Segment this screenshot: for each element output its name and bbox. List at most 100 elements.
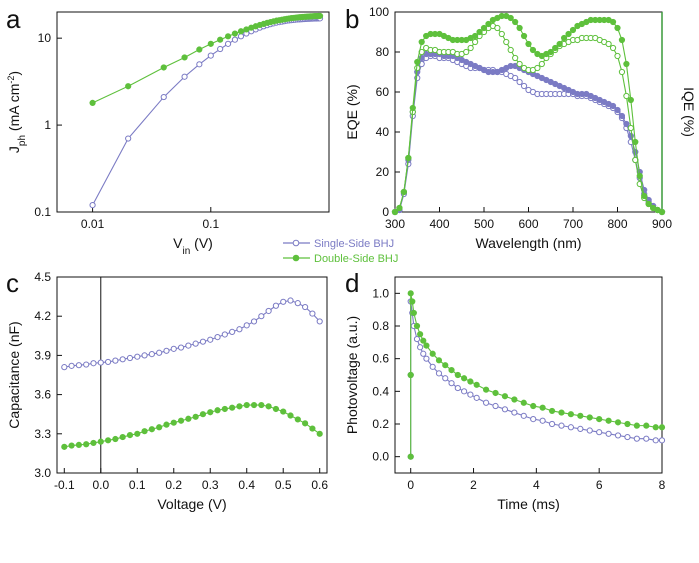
data-point	[614, 432, 622, 439]
y-tick-label-d: 0.6	[372, 352, 389, 366]
y-axis-title-unit: (mA cm	[6, 84, 22, 135]
y-tick-label-c: 4.2	[34, 309, 51, 323]
data-point	[104, 437, 112, 444]
data-point	[119, 433, 126, 441]
data-point	[609, 44, 617, 52]
data-point	[83, 361, 90, 368]
series-b-0	[391, 52, 666, 216]
data-point	[558, 409, 565, 416]
data-point	[534, 64, 541, 72]
data-point	[512, 54, 519, 62]
data-point	[520, 32, 528, 40]
panel-letter-c: c	[6, 268, 19, 298]
data-point	[538, 60, 545, 68]
y-tick-label-b: 20	[376, 165, 390, 179]
data-point	[614, 52, 621, 60]
data-point	[652, 424, 659, 431]
data-point	[605, 40, 612, 48]
data-point	[609, 102, 617, 110]
data-point	[192, 413, 199, 420]
data-point	[614, 419, 622, 426]
data-point	[400, 188, 407, 196]
series-line	[410, 293, 662, 457]
legend-label-single: Single-Side BHJ	[314, 238, 394, 250]
data-point	[442, 375, 449, 382]
y-tick-label-c: 3.9	[34, 348, 51, 362]
data-point	[61, 364, 68, 371]
x-tick-label-c: 0.0	[92, 478, 109, 492]
data-point	[618, 68, 626, 76]
data-point	[302, 303, 309, 311]
data-point	[558, 422, 565, 429]
x-tick-label-b: 300	[385, 217, 405, 231]
data-point	[623, 92, 630, 100]
x-tick-label-b: 600	[518, 217, 538, 231]
data-point	[627, 124, 634, 132]
data-point	[229, 328, 236, 335]
data-point	[156, 349, 163, 356]
data-point	[83, 441, 90, 448]
x-tick-label-c: 0.5	[275, 478, 292, 492]
data-point	[221, 331, 228, 338]
legend-item-double: Double-Side BHJ	[283, 253, 398, 265]
data-point	[199, 338, 207, 345]
series-line	[64, 299, 321, 368]
data-point	[196, 61, 203, 68]
data-point	[435, 357, 443, 364]
data-point	[280, 408, 287, 415]
data-point	[512, 18, 519, 26]
data-point	[414, 58, 421, 66]
data-point	[512, 74, 519, 82]
data-point	[148, 350, 155, 358]
x-tick-label-b: 500	[474, 217, 494, 231]
y-tick-label-b: 60	[376, 85, 390, 99]
x-tick-label-c: 0.4	[238, 478, 255, 492]
data-point	[112, 357, 119, 364]
data-point	[556, 40, 563, 48]
data-point	[467, 391, 474, 398]
data-point	[181, 73, 188, 80]
data-point	[624, 433, 631, 441]
y-tick-label-d: 0.4	[372, 384, 389, 398]
data-point	[243, 322, 250, 329]
series-c-0	[61, 297, 323, 371]
data-point	[418, 38, 425, 46]
data-point	[229, 404, 236, 411]
x-axis-title-b: Wavelength (nm)	[475, 235, 581, 251]
data-point	[104, 358, 112, 366]
data-point	[472, 38, 479, 46]
data-point	[309, 425, 316, 432]
data-point	[423, 342, 430, 349]
data-point	[236, 326, 243, 333]
x-tick-label-a: 0.01	[81, 217, 105, 231]
data-point	[577, 412, 584, 419]
data-point	[243, 401, 250, 409]
data-point	[516, 24, 523, 32]
y-tick-label-a: 1	[44, 118, 51, 132]
data-point	[272, 405, 280, 413]
series-d-1	[407, 290, 666, 460]
data-point	[112, 435, 119, 443]
y-axis-title-c: Capacitance (nF)	[6, 321, 22, 428]
data-point	[231, 36, 239, 43]
y-tick-label-c: 3.6	[34, 388, 51, 402]
data-point	[417, 331, 424, 338]
data-point	[221, 405, 228, 413]
data-point	[141, 352, 148, 359]
y-tick-label-d: 1.0	[372, 286, 389, 300]
data-point	[141, 428, 148, 435]
data-point	[435, 370, 443, 377]
data-point	[530, 416, 537, 423]
x-tick-label-c: 0.1	[129, 478, 146, 492]
data-point	[623, 120, 630, 128]
data-point	[476, 28, 483, 36]
data-point	[272, 302, 280, 309]
panel-b-chart: 300 400 500 600 700 800 900 0 20 40 60 80 100 Wavelen…	[344, 5, 697, 251]
x-tick-label-d: 6	[596, 478, 603, 492]
data-point	[214, 334, 221, 341]
x-tick-label-b: 800	[607, 217, 627, 231]
data-point	[156, 424, 163, 431]
x-axis-title-a: Vin (V)	[173, 235, 213, 257]
data-point	[236, 403, 243, 410]
